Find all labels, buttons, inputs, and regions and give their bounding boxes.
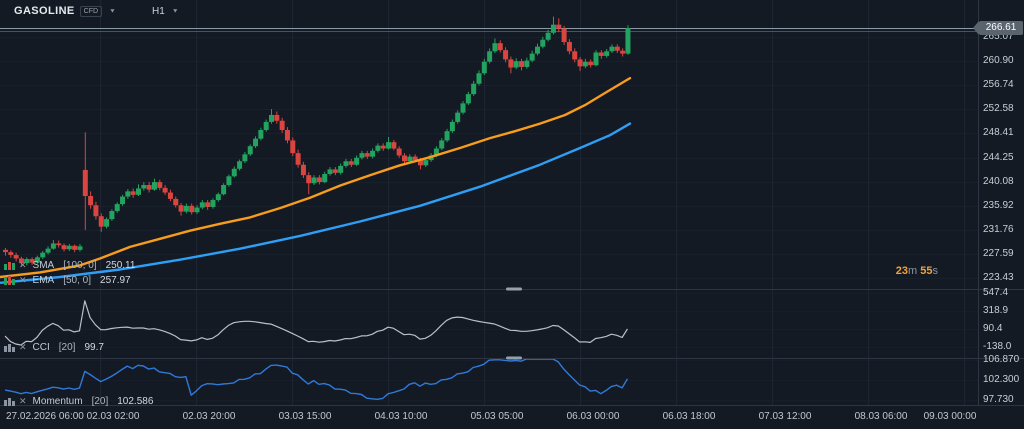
market-type-badge: CFD (79, 5, 103, 17)
time-axis-label: 02.03 02:00 (86, 411, 140, 422)
timeframe-select[interactable]: H1 ▼ (152, 6, 179, 17)
legend-sma-value: 250.11 (105, 259, 136, 271)
countdown-seconds-unit: s (932, 265, 939, 277)
legend-cci-params: [20] (58, 341, 76, 353)
remove-indicator-icon[interactable]: ✕ (19, 275, 27, 285)
candles-series (3, 16, 631, 267)
timeframe-label: H1 (151, 5, 165, 17)
overlay-sma-line (0, 122, 632, 284)
price-axis-label: 223.43 (983, 272, 1014, 283)
legend-momentum-params: [20] (91, 395, 109, 407)
legend-cci-value: 99.7 (84, 341, 104, 353)
time-axis-label: 27.02.2026 06:00 (6, 411, 84, 422)
countdown-minutes-unit: m (908, 265, 918, 277)
candle-countdown-timer: 23m 55s (896, 265, 938, 277)
price-axis-label: 227.59 (983, 248, 1014, 259)
price-axis-label: 240.08 (983, 176, 1014, 187)
overlay-ema-line (0, 76, 632, 279)
countdown-seconds: 55 (920, 265, 933, 277)
momentum-axis-label: 102.300 (983, 374, 1020, 385)
legend-momentum-name: Momentum (32, 395, 83, 407)
legend-ema-value: 257.97 (100, 274, 131, 286)
pane-resize-handle[interactable] (506, 356, 522, 360)
legend-sma-params: [100, 0] (63, 259, 97, 271)
price-axis-label: 248.41 (983, 127, 1014, 138)
cci-indicator-line (4, 300, 628, 346)
cci-axis-label: 547.4 (983, 287, 1009, 298)
indicator-chart-icon[interactable] (4, 261, 15, 270)
price-axis-label: 252.58 (983, 103, 1014, 114)
time-axis-label: 02.03 20:00 (182, 411, 236, 422)
legend-sma[interactable]: ✕ SMA [100, 0] 250.11 (4, 259, 135, 271)
time-axis-label: 05.03 05:00 (470, 411, 524, 422)
symbol-name[interactable]: GASOLINE (14, 5, 75, 17)
pane-resize-handle[interactable] (506, 287, 522, 291)
legend-cci[interactable]: ✕ CCI [20] 99.7 (4, 341, 104, 353)
price-axis[interactable]: 265.07 260.90 256.74 252.58 248.41 244.25 240.… (979, 0, 1024, 405)
time-axis-label: 03.03 15:00 (278, 411, 332, 422)
indicator-chart-icon[interactable] (4, 397, 15, 406)
countdown-minutes: 23 (895, 265, 909, 277)
legend-ema[interactable]: ✕ EMA [50, 0] 257.97 (4, 274, 131, 286)
price-axis-label: 244.25 (983, 152, 1014, 163)
price-axis-label: 265.07 (983, 31, 1014, 42)
price-axis-label: 256.74 (983, 79, 1014, 90)
time-axis[interactable]: 27.02.2026 06:00 02.03 02:00 02.03 20:00 03… (0, 406, 1024, 429)
legend-ema-params: [50, 0] (63, 274, 92, 286)
time-axis-label: 08.03 06:00 (854, 411, 908, 422)
legend-ema-name: EMA (32, 274, 55, 286)
pane-separators (0, 0, 1024, 406)
time-axis-label: 06.03 18:00 (662, 411, 716, 422)
price-axis-label: 231.76 (983, 224, 1014, 235)
legend-momentum-value: 102.586 (117, 395, 154, 407)
price-level-lines (0, 28, 978, 32)
legend-cci-name: CCI (32, 341, 50, 353)
momentum-axis-label: 97.730 (983, 394, 1014, 405)
symbol-header: GASOLINE CFD ▼ H1 ▼ (14, 5, 179, 17)
symbol-dropdown-caret-icon[interactable]: ▼ (109, 8, 116, 14)
time-axis-label: 06.03 00:00 (566, 411, 620, 422)
price-axis-label: 260.90 (983, 55, 1014, 66)
timeframe-caret-icon: ▼ (171, 8, 179, 14)
price-axis-label: 235.92 (983, 200, 1014, 211)
momentum-axis-label: 106.870 (983, 354, 1020, 365)
current-price-badge: 266.61 (973, 21, 1023, 35)
indicator-chart-icon[interactable] (4, 343, 15, 352)
legend-sma-name: SMA (32, 259, 55, 271)
time-axis-label: 07.03 12:00 (758, 411, 812, 422)
cci-axis-label: -138.0 (983, 341, 1012, 352)
momentum-indicator-line (4, 358, 629, 400)
legend-momentum[interactable]: ✕ Momentum [20] 102.586 (4, 395, 153, 407)
remove-indicator-icon[interactable]: ✕ (19, 260, 27, 270)
remove-indicator-icon[interactable]: ✕ (19, 396, 27, 406)
indicator-chart-icon[interactable] (4, 275, 15, 285)
cci-axis-label: 90.4 (983, 323, 1003, 334)
remove-indicator-icon[interactable]: ✕ (19, 342, 27, 352)
time-axis-label: 09.03 00:00 (923, 411, 977, 422)
cci-axis-label: 318.9 (983, 305, 1009, 316)
time-axis-label: 04.03 10:00 (374, 411, 428, 422)
